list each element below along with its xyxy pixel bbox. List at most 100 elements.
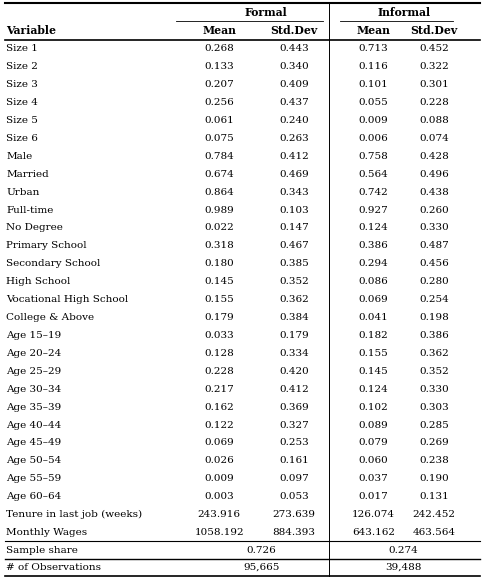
- Text: 0.386: 0.386: [359, 241, 388, 250]
- Text: Age 45–49: Age 45–49: [6, 438, 62, 448]
- Text: 0.496: 0.496: [419, 170, 449, 179]
- Text: 0.041: 0.041: [359, 313, 388, 322]
- Text: Formal: Formal: [245, 6, 288, 17]
- Text: 0.240: 0.240: [279, 116, 309, 125]
- Text: No Degree: No Degree: [6, 223, 63, 232]
- Text: Size 6: Size 6: [6, 134, 38, 143]
- Text: 0.726: 0.726: [247, 545, 276, 555]
- Text: Age 40–44: Age 40–44: [6, 420, 62, 430]
- Text: 0.198: 0.198: [419, 313, 449, 322]
- Text: 0.362: 0.362: [419, 349, 449, 358]
- Text: 0.006: 0.006: [359, 134, 388, 143]
- Text: 0.263: 0.263: [279, 134, 309, 143]
- Text: 0.003: 0.003: [204, 492, 234, 501]
- Text: Married: Married: [6, 170, 49, 179]
- Text: Age 50–54: Age 50–54: [6, 456, 62, 466]
- Text: 0.228: 0.228: [419, 98, 449, 107]
- Text: 0.124: 0.124: [359, 384, 388, 394]
- Text: 0.055: 0.055: [359, 98, 388, 107]
- Text: 0.155: 0.155: [359, 349, 388, 358]
- Text: 0.564: 0.564: [359, 170, 388, 179]
- Text: Size 4: Size 4: [6, 98, 38, 107]
- Text: 0.217: 0.217: [204, 384, 234, 394]
- Text: Informal: Informal: [377, 6, 430, 17]
- Text: 0.190: 0.190: [419, 474, 449, 483]
- Text: Age 35–39: Age 35–39: [6, 402, 62, 412]
- Text: High School: High School: [6, 277, 71, 286]
- Text: 0.145: 0.145: [204, 277, 234, 286]
- Text: 0.155: 0.155: [204, 295, 234, 304]
- Text: Size 3: Size 3: [6, 80, 38, 89]
- Text: 0.674: 0.674: [204, 170, 234, 179]
- Text: Size 2: Size 2: [6, 63, 38, 71]
- Text: 0.026: 0.026: [204, 456, 234, 466]
- Text: 0.274: 0.274: [389, 545, 418, 555]
- Text: 0.133: 0.133: [204, 63, 234, 71]
- Text: 0.103: 0.103: [279, 206, 309, 215]
- Text: 0.343: 0.343: [279, 188, 309, 197]
- Text: 0.362: 0.362: [279, 295, 309, 304]
- Text: 643.162: 643.162: [352, 528, 395, 537]
- Text: 0.784: 0.784: [204, 152, 234, 161]
- Text: Age 20–24: Age 20–24: [6, 349, 62, 358]
- Text: 0.327: 0.327: [279, 420, 309, 430]
- Text: 0.330: 0.330: [419, 223, 449, 232]
- Text: 0.061: 0.061: [204, 116, 234, 125]
- Text: Age 30–34: Age 30–34: [6, 384, 62, 394]
- Text: 0.989: 0.989: [204, 206, 234, 215]
- Text: 0.438: 0.438: [419, 188, 449, 197]
- Text: Urban: Urban: [6, 188, 40, 197]
- Text: 0.069: 0.069: [359, 295, 388, 304]
- Text: Age 15–19: Age 15–19: [6, 331, 62, 340]
- Text: 0.253: 0.253: [279, 438, 309, 448]
- Text: 0.088: 0.088: [419, 116, 449, 125]
- Text: 0.456: 0.456: [419, 259, 449, 268]
- Text: 0.053: 0.053: [279, 492, 309, 501]
- Text: 0.467: 0.467: [279, 241, 309, 250]
- Text: Std.Dev: Std.Dev: [410, 25, 457, 36]
- Text: Vocational High School: Vocational High School: [6, 295, 129, 304]
- Text: Mean: Mean: [202, 25, 236, 36]
- Text: Variable: Variable: [6, 25, 56, 36]
- Text: 0.334: 0.334: [279, 349, 309, 358]
- Text: 0.009: 0.009: [359, 116, 388, 125]
- Text: 0.285: 0.285: [419, 420, 449, 430]
- Text: 0.452: 0.452: [419, 45, 449, 53]
- Text: 0.487: 0.487: [419, 241, 449, 250]
- Text: 1058.192: 1058.192: [195, 528, 244, 537]
- Text: 0.161: 0.161: [279, 456, 309, 466]
- Text: 0.207: 0.207: [204, 80, 234, 89]
- Text: 0.384: 0.384: [279, 313, 309, 322]
- Text: 0.864: 0.864: [204, 188, 234, 197]
- Text: 0.238: 0.238: [419, 456, 449, 466]
- Text: 0.386: 0.386: [419, 331, 449, 340]
- Text: 463.564: 463.564: [412, 528, 455, 537]
- Text: 0.124: 0.124: [359, 223, 388, 232]
- Text: 0.102: 0.102: [359, 402, 388, 412]
- Text: 0.428: 0.428: [419, 152, 449, 161]
- Text: 0.280: 0.280: [419, 277, 449, 286]
- Text: 0.301: 0.301: [419, 80, 449, 89]
- Text: 0.412: 0.412: [279, 384, 309, 394]
- Text: 0.713: 0.713: [359, 45, 388, 53]
- Text: 0.256: 0.256: [204, 98, 234, 107]
- Text: 0.409: 0.409: [279, 80, 309, 89]
- Text: 126.074: 126.074: [352, 510, 395, 519]
- Text: 0.469: 0.469: [279, 170, 309, 179]
- Text: 273.639: 273.639: [272, 510, 316, 519]
- Text: 0.260: 0.260: [419, 206, 449, 215]
- Text: Primary School: Primary School: [6, 241, 87, 250]
- Text: Monthly Wages: Monthly Wages: [6, 528, 87, 537]
- Text: 0.927: 0.927: [359, 206, 388, 215]
- Text: 0.318: 0.318: [204, 241, 234, 250]
- Text: 242.452: 242.452: [412, 510, 455, 519]
- Text: 0.437: 0.437: [279, 98, 309, 107]
- Text: 0.179: 0.179: [279, 331, 309, 340]
- Text: Size 5: Size 5: [6, 116, 38, 125]
- Text: 0.101: 0.101: [359, 80, 388, 89]
- Text: 0.330: 0.330: [419, 384, 449, 394]
- Text: 0.352: 0.352: [279, 277, 309, 286]
- Text: 0.079: 0.079: [359, 438, 388, 448]
- Text: 884.393: 884.393: [272, 528, 316, 537]
- Text: 243.916: 243.916: [198, 510, 241, 519]
